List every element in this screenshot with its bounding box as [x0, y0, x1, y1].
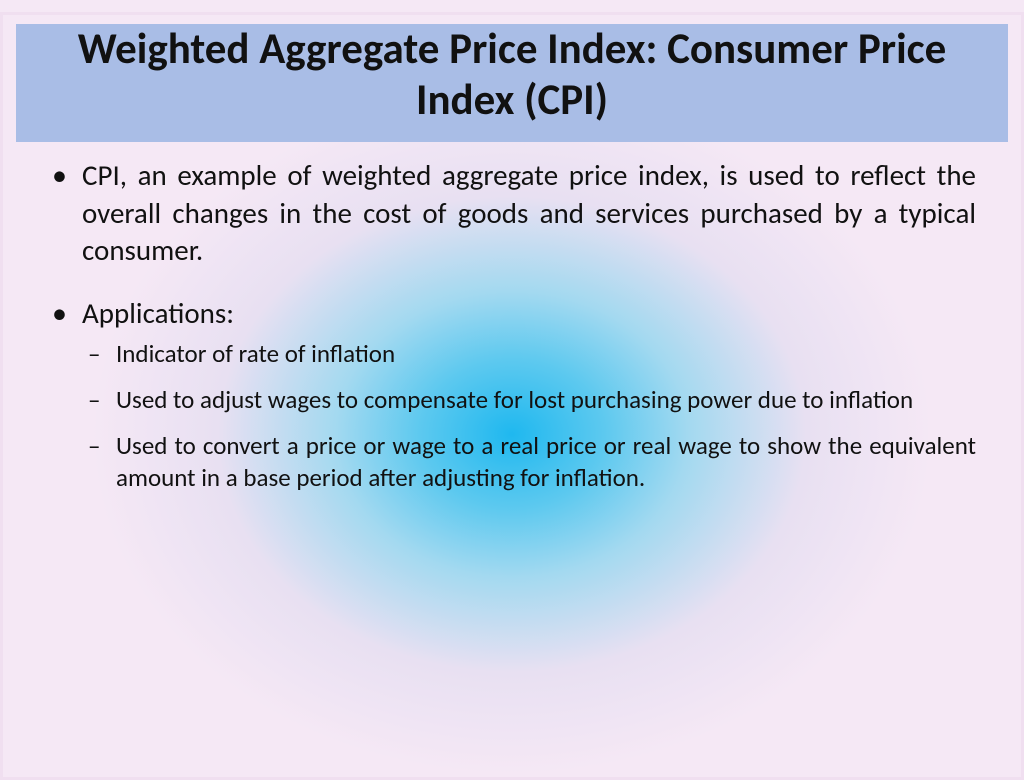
slide-title: Weighted Aggregate Price Index: Consumer… — [16, 12, 1008, 143]
bullet-list-level1: CPI, an example of weighted aggregate pr… — [48, 157, 976, 493]
sub-bullet-item: Used to adjust wages to compensate for l… — [82, 384, 976, 416]
sub-bullet-item: Indicator of rate of inflation — [82, 338, 976, 370]
slide-body: CPI, an example of weighted aggregate pr… — [0, 143, 1024, 493]
bullet-item: Applications: Indicator of rate of infla… — [48, 295, 976, 494]
sub-bullet-item: Used to convert a price or wage to a rea… — [82, 430, 976, 494]
bullet-text: CPI, an example of weighted aggregate pr… — [82, 157, 976, 268]
bullet-item: CPI, an example of weighted aggregate pr… — [48, 157, 976, 268]
bullet-list-level2: Indicator of rate of inflation Used to a… — [82, 338, 976, 494]
bullet-text: Applications: — [82, 295, 234, 331]
